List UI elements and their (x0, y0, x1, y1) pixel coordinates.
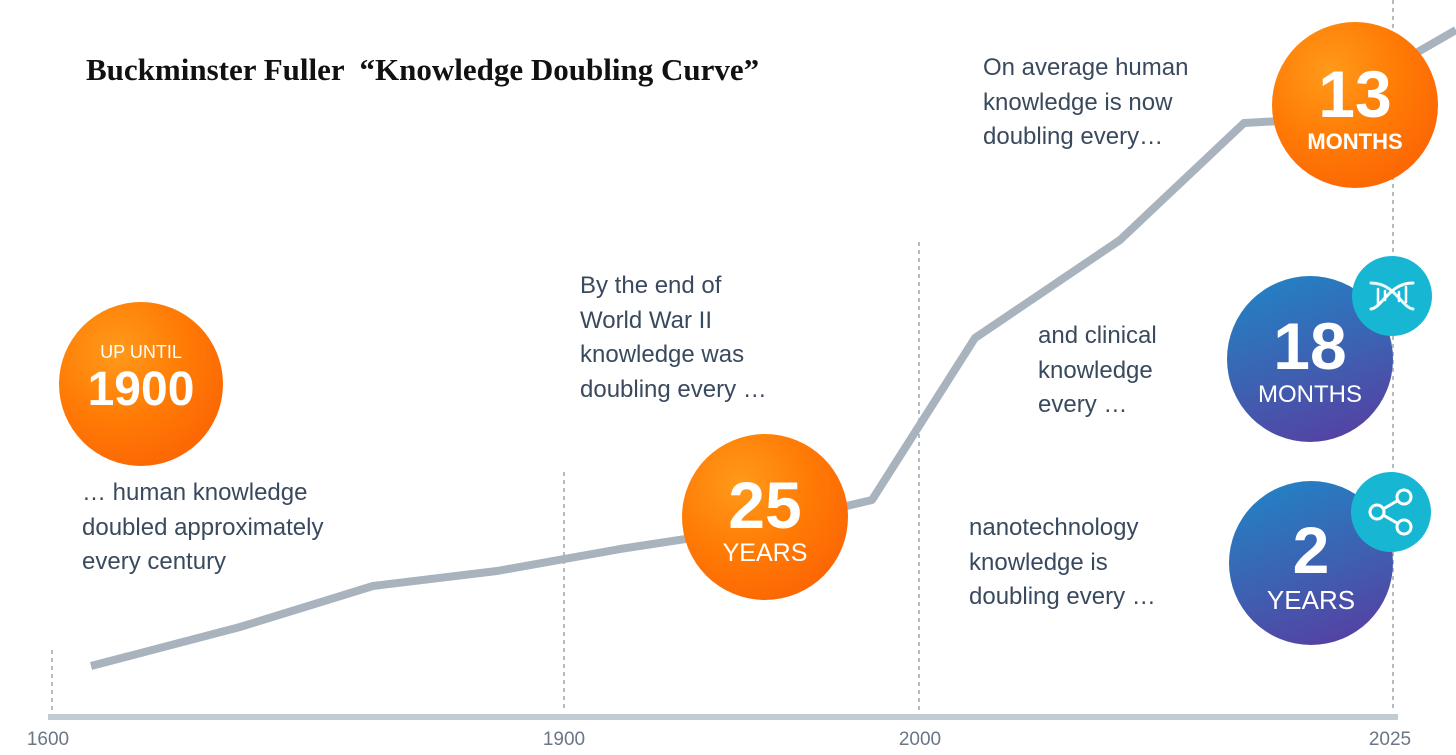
circle-1900-value: 1900 (87, 362, 195, 416)
note-century: … human knowledge doubled approximately … (82, 479, 324, 575)
circle-up-until-1900: UP UNTIL 1900 (59, 302, 223, 466)
chart-title: Buckminster Fuller “Knowledge Doubling C… (86, 52, 760, 87)
circle-25-years: 25 YEARS (682, 434, 848, 600)
circle-2-value: 2 (1292, 512, 1330, 587)
circle-25-unit: YEARS (722, 538, 808, 567)
circle-13-unit: MONTHS (1307, 129, 1403, 154)
dna-icon (1369, 281, 1415, 311)
circle-18-value: 18 (1273, 309, 1347, 383)
gridlines (51, 0, 1394, 712)
x-tick-2000: 2000 (899, 729, 941, 750)
share-badge (1351, 472, 1431, 552)
dna-badge (1352, 256, 1432, 336)
share-icon (1368, 488, 1413, 536)
note-average: On average human knowledge is now doubli… (983, 54, 1189, 150)
circle-13-months: 13 MONTHS (1272, 22, 1438, 188)
x-tick-1600: 1600 (27, 729, 69, 750)
x-tick-1900: 1900 (543, 729, 585, 750)
note-ww2: By the end of World War II knowledge was… (580, 272, 767, 403)
circle-2-unit: YEARS (1266, 584, 1356, 615)
circle-1900-caption: UP UNTIL (100, 341, 182, 362)
circle-2-years: 2 YEARS (1229, 481, 1393, 645)
circle-13-value: 13 (1318, 57, 1392, 131)
circle-18-unit: MONTHS (1258, 381, 1362, 408)
circle-25-value: 25 (728, 467, 802, 542)
x-tick-labels: 1600 1900 2000 2025 (27, 729, 1411, 750)
x-tick-2025: 2025 (1369, 729, 1411, 750)
note-nano: nanotechnology knowledge is doubling eve… (969, 514, 1156, 610)
note-clinical: and clinical knowledge every … (1038, 322, 1157, 418)
